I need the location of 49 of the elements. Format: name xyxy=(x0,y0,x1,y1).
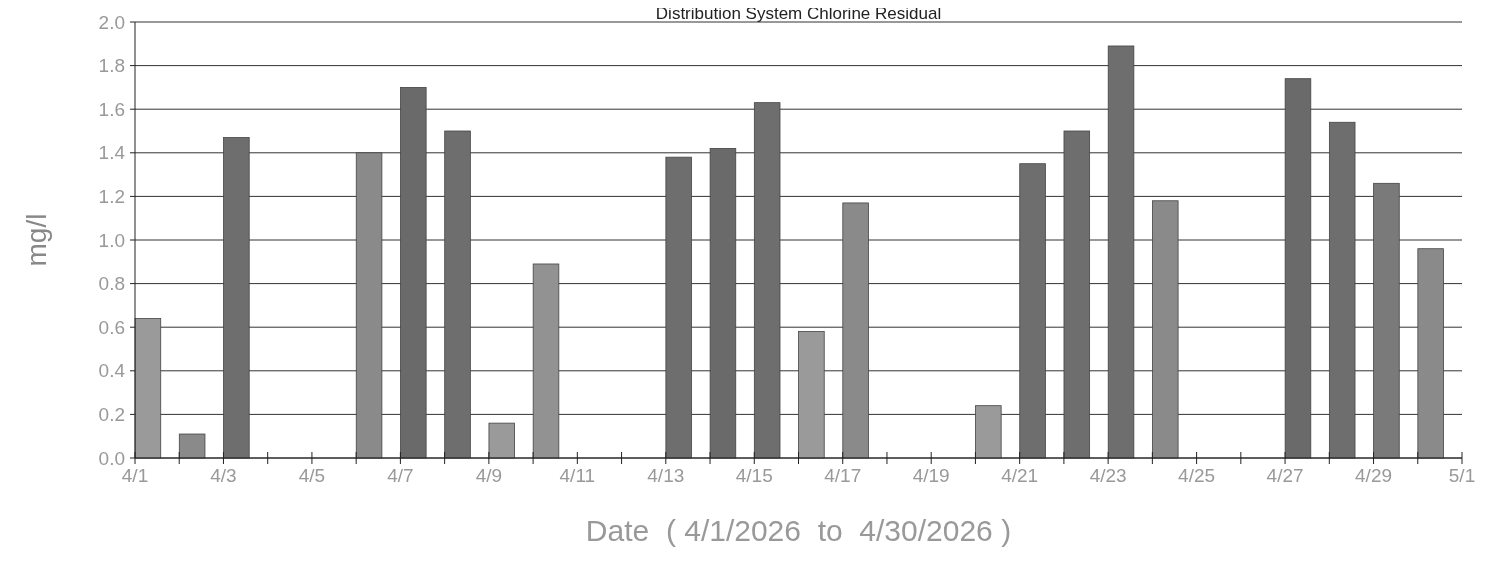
x-tick-label: 4/27 xyxy=(1266,465,1304,486)
bar xyxy=(1019,163,1046,459)
y-tick-label: 0.8 xyxy=(98,273,125,295)
bar xyxy=(709,148,737,459)
bar xyxy=(1063,130,1091,459)
y-tick-label: 0.6 xyxy=(98,316,125,338)
bar xyxy=(400,87,427,459)
bar xyxy=(1284,78,1312,459)
y-tick-label: 1.8 xyxy=(98,55,125,77)
x-tick-label: 4/5 xyxy=(298,465,326,486)
x-tick-label: 4/23 xyxy=(1089,465,1127,486)
bar xyxy=(134,318,162,459)
y-tick-label: 1.2 xyxy=(98,186,125,208)
x-tick-label: 4/21 xyxy=(1001,465,1039,486)
bar xyxy=(178,433,206,459)
bar xyxy=(532,263,560,459)
bar xyxy=(1152,200,1179,459)
x-tick-label: 4/19 xyxy=(912,465,950,486)
y-tick-label: 0.2 xyxy=(98,404,125,426)
bar xyxy=(444,130,471,459)
y-tick-label: 1.6 xyxy=(98,98,125,120)
y-tick-label: 1.4 xyxy=(98,142,126,164)
x-tick-label: 4/17 xyxy=(824,465,862,486)
y-tick-label: 1.0 xyxy=(98,229,125,251)
bar xyxy=(665,156,692,459)
bar xyxy=(1107,45,1135,459)
x-tick-label: 4/3 xyxy=(210,465,237,486)
x-tick-label: 4/9 xyxy=(475,465,503,486)
x-tick-label: 4/7 xyxy=(387,465,414,486)
bar xyxy=(975,405,1002,459)
x-tick-label: 4/11 xyxy=(559,465,596,486)
y-axis-title: mg/l xyxy=(21,213,52,267)
bar xyxy=(223,137,250,459)
bar xyxy=(355,152,383,459)
bar xyxy=(798,331,825,459)
bar xyxy=(842,202,869,459)
x-tick-label: 4/15 xyxy=(735,465,773,486)
x-tick-label: 5/1 xyxy=(1448,465,1476,486)
bar xyxy=(753,102,781,459)
bar xyxy=(1328,121,1356,459)
bar xyxy=(488,422,515,459)
y-tick-label: 2.0 xyxy=(98,11,125,33)
bar xyxy=(1417,248,1444,459)
x-tick-label: 4/29 xyxy=(1355,465,1393,486)
x-tick-label: 4/25 xyxy=(1178,465,1216,486)
bar xyxy=(1373,182,1400,459)
x-tick-label: 4/13 xyxy=(647,465,685,486)
y-tick-label: 0.4 xyxy=(98,360,126,382)
x-axis-title: Date ( 4/1/2026 to 4/30/2026 ) xyxy=(585,514,1012,547)
